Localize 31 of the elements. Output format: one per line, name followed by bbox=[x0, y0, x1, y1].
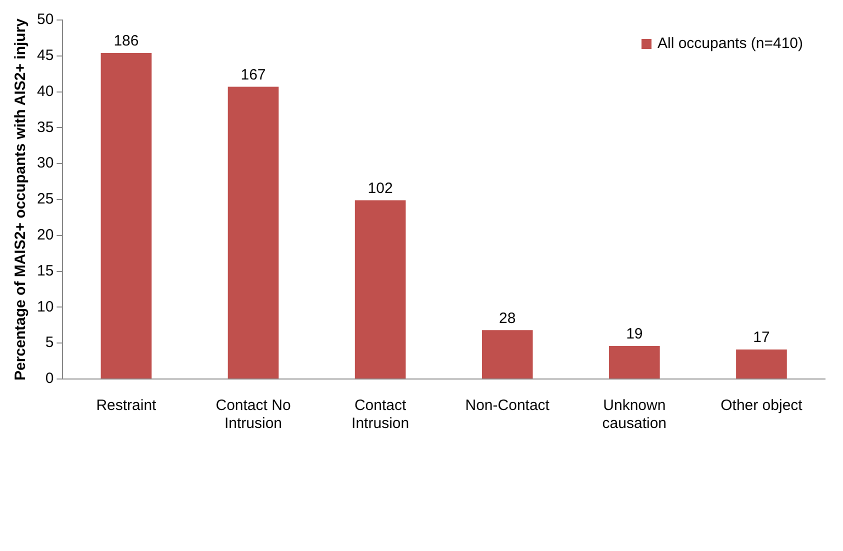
x-tick-label: Unknown causation bbox=[602, 397, 667, 432]
y-tick-label: 10 bbox=[36, 298, 54, 316]
y-tick-label: 5 bbox=[45, 334, 54, 352]
x-tick-label: Contact Intrusion bbox=[352, 397, 410, 432]
y-tick-label: 45 bbox=[36, 47, 54, 64]
bar bbox=[228, 86, 279, 378]
x-tick-label: Contact No Intrusion bbox=[216, 397, 291, 432]
annotation: 17 bbox=[753, 329, 770, 346]
y-tick-label: 15 bbox=[36, 262, 54, 280]
y-axis-title: Percentage of MAIS2+ occupants with AIS2+ injury bbox=[12, 18, 30, 381]
y-tick-label: 35 bbox=[36, 118, 54, 136]
x-tick-label: Non-Contact bbox=[465, 397, 550, 414]
bar bbox=[100, 53, 152, 378]
y-tick-label: 0 bbox=[45, 370, 54, 388]
y-tick-label: 25 bbox=[36, 190, 54, 208]
annotation: 167 bbox=[240, 66, 266, 84]
annotation: 186 bbox=[114, 32, 139, 50]
annotation: 19 bbox=[626, 326, 643, 343]
y-tick-label: 40 bbox=[36, 82, 54, 100]
x-tick-label: Restraint bbox=[96, 397, 158, 414]
y-tick-label: 20 bbox=[36, 226, 54, 244]
bar bbox=[482, 330, 533, 378]
y-tick-label: 50 bbox=[36, 11, 54, 28]
x-tick-label: Other object bbox=[720, 397, 804, 414]
annotation: 102 bbox=[368, 180, 393, 197]
legend-label: All occupants (n=410) bbox=[657, 35, 804, 52]
bar bbox=[736, 350, 787, 378]
y-tick-label: 30 bbox=[36, 154, 54, 172]
annotation: 28 bbox=[499, 310, 516, 327]
bar bbox=[354, 200, 406, 378]
bar bbox=[609, 346, 660, 378]
